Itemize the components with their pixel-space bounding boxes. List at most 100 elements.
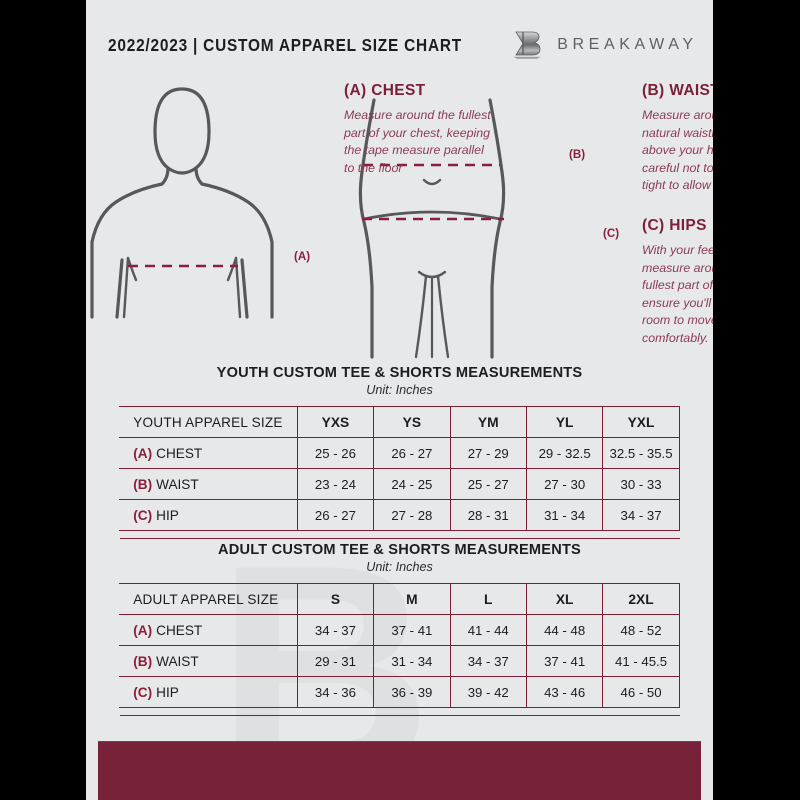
table-row: (B) WAIST 29 - 31 31 - 34 34 - 37 37 - 41… — [119, 645, 680, 677]
adult-waist-l: 34 - 37 — [449, 645, 527, 677]
row-tag-a: (A) — [133, 622, 153, 638]
adult-size-2xl: 2XL — [602, 583, 680, 615]
hip-measure-label: (C) — [603, 227, 620, 240]
row-tag-c: (C) — [133, 507, 153, 523]
callout-waist: (B) WAIST Measure around your natural wa… — [642, 82, 713, 195]
page-title: 2022/2023 | CUSTOM APPAREL SIZE CHART — [108, 34, 462, 55]
table-header-row: ADULT APPAREL SIZE S M L XL 2XL — [119, 583, 680, 615]
table-row: (A) CHEST 25 - 26 26 - 27 27 - 29 29 - 32… — [119, 437, 680, 469]
row-name-waist: WAIST — [156, 653, 199, 669]
row-tag-a: (A) — [133, 445, 153, 461]
youth-row-chest-label: (A) CHEST — [119, 437, 298, 469]
table-row: (A) CHEST 34 - 37 37 - 41 41 - 44 44 - 48… — [119, 614, 680, 646]
row-tag-b: (B) — [133, 476, 153, 492]
hips-figure — [358, 98, 506, 359]
adult-table-unit: Unit: Inches — [366, 560, 433, 574]
row-tag-b: (B) — [133, 653, 153, 669]
youth-size-yl: YL — [525, 406, 604, 438]
waist-measure-label: (B) — [569, 148, 586, 161]
adult-chest-l: 41 - 44 — [449, 614, 527, 646]
adult-size-table: ADULT APPAREL SIZE S M L XL 2XL (A) CHEST… — [119, 583, 680, 708]
adult-chest-s: 34 - 37 — [296, 614, 375, 646]
chest-measure-label: (A) — [294, 250, 311, 263]
youth-hip-yxs: 26 - 27 — [296, 499, 375, 531]
adult-table-title: ADULT CUSTOM TEE & SHORTS MEASUREMENTS — [218, 542, 581, 558]
callout-hips-title: (C) HIPS — [642, 217, 707, 234]
adult-row-waist-label: (B) WAIST — [119, 645, 298, 677]
adult-waist-xl: 37 - 41 — [525, 645, 604, 677]
adult-table-section: ADULT CUSTOM TEE & SHORTS MEASUREMENTS U… — [86, 542, 713, 717]
adult-chest-xl: 44 - 48 — [525, 614, 604, 646]
callout-chest: (A) CHEST Measure around the fullest par… — [344, 82, 494, 177]
adult-hip-l: 39 - 42 — [449, 676, 527, 708]
adult-hip-xl: 43 - 46 — [525, 676, 604, 708]
table-row: (C) HIP 26 - 27 27 - 28 28 - 31 31 - 34 3… — [119, 499, 680, 531]
footer-bar — [98, 741, 701, 800]
youth-table-section: YOUTH CUSTOM TEE & SHORTS MEASUREMENTS U… — [86, 365, 713, 540]
torso-inner-lines — [122, 256, 242, 319]
callout-hips-body: With your feet together, measure around … — [642, 243, 713, 346]
youth-chest-yxl: 32.5 - 35.5 — [602, 437, 680, 469]
youth-table-bottom-rule — [119, 538, 680, 540]
youth-chest-yl: 29 - 32.5 — [525, 437, 604, 469]
adult-size-l: L — [449, 583, 527, 615]
size-chart-page: B 2022/2023 | CUSTOM APPAREL SIZE CHART — [86, 0, 713, 800]
adult-hip-s: 34 - 36 — [296, 676, 375, 708]
row-name-hip: HIP — [156, 684, 179, 700]
youth-size-table: YOUTH APPAREL SIZE YXS YS YM YL YXL (A) C… — [119, 406, 680, 531]
youth-waist-yxs: 23 - 24 — [296, 468, 375, 500]
youth-waist-yl: 27 - 30 — [525, 468, 604, 500]
callout-chest-title: (A) CHEST — [344, 82, 426, 99]
table-row: (B) WAIST 23 - 24 24 - 25 25 - 27 27 - 30… — [119, 468, 680, 500]
table-header-row: YOUTH APPAREL SIZE YXS YS YM YL YXL — [119, 406, 680, 438]
row-name-chest: CHEST — [156, 622, 203, 638]
youth-hip-ym: 28 - 31 — [449, 499, 527, 531]
youth-hip-ys: 27 - 28 — [373, 499, 451, 531]
callout-waist-body: Measure around your natural waistline – … — [642, 108, 713, 193]
row-name-waist: WAIST — [156, 476, 199, 492]
youth-waist-ym: 25 - 27 — [449, 468, 527, 500]
adult-row-hip-label: (C) HIP — [119, 676, 298, 708]
youth-size-yxl: YXL — [602, 406, 680, 438]
adult-row-chest-label: (A) CHEST — [119, 614, 298, 646]
body-figures-svg — [90, 87, 506, 359]
body-illustration-area: (A) (B) (C) (A) CHEST Measure around the… — [86, 72, 713, 362]
breakaway-b-logo-icon — [513, 31, 542, 59]
adult-waist-s: 29 - 31 — [296, 645, 375, 677]
youth-chest-ys: 26 - 27 — [373, 437, 451, 469]
adult-waist-m: 31 - 34 — [373, 645, 451, 677]
adult-size-m: M — [373, 583, 451, 615]
youth-size-ys: YS — [373, 406, 451, 438]
adult-chest-m: 37 - 41 — [373, 614, 451, 646]
adult-hip-m: 36 - 39 — [373, 676, 451, 708]
table-row: (C) HIP 34 - 36 36 - 39 39 - 42 43 - 46 4… — [119, 676, 680, 708]
page-header: 2022/2023 | CUSTOM APPAREL SIZE CHART — [86, 28, 713, 62]
row-name-hip: HIP — [156, 507, 179, 523]
adult-table-bottom-rule — [119, 715, 680, 717]
youth-table-unit: Unit: Inches — [366, 383, 433, 397]
adult-waist-2xl: 41 - 45.5 — [602, 645, 680, 677]
brand-name: BREAKAWAY — [557, 36, 698, 53]
callout-waist-title: (B) WAIST — [642, 82, 713, 99]
adult-size-xl: XL — [525, 583, 604, 615]
row-name-chest: CHEST — [156, 445, 203, 461]
youth-waist-ys: 24 - 25 — [373, 468, 451, 500]
adult-size-label: ADULT APPAREL SIZE — [119, 583, 298, 615]
youth-size-yxs: YXS — [296, 406, 375, 438]
adult-hip-2xl: 46 - 50 — [602, 676, 680, 708]
callout-hips: (C) HIPS With your feet together, measur… — [642, 217, 713, 348]
adult-chest-2xl: 48 - 52 — [602, 614, 680, 646]
navel-mark — [422, 178, 442, 186]
youth-size-label: YOUTH APPAREL SIZE — [119, 406, 298, 438]
youth-waist-yxl: 30 - 33 — [602, 468, 680, 500]
youth-chest-yxs: 25 - 26 — [296, 437, 375, 469]
youth-hip-yl: 31 - 34 — [525, 499, 604, 531]
youth-hip-yxl: 34 - 37 — [602, 499, 680, 531]
callout-chest-body: Measure around the fullest part of your … — [344, 108, 491, 175]
youth-row-hip-label: (C) HIP — [119, 499, 298, 531]
youth-row-waist-label: (B) WAIST — [119, 468, 298, 500]
brand-lockup: BREAKAWAY — [510, 29, 697, 61]
youth-table-title: YOUTH CUSTOM TEE & SHORTS MEASUREMENTS — [216, 365, 583, 381]
youth-chest-ym: 27 - 29 — [449, 437, 527, 469]
row-tag-c: (C) — [133, 684, 153, 700]
